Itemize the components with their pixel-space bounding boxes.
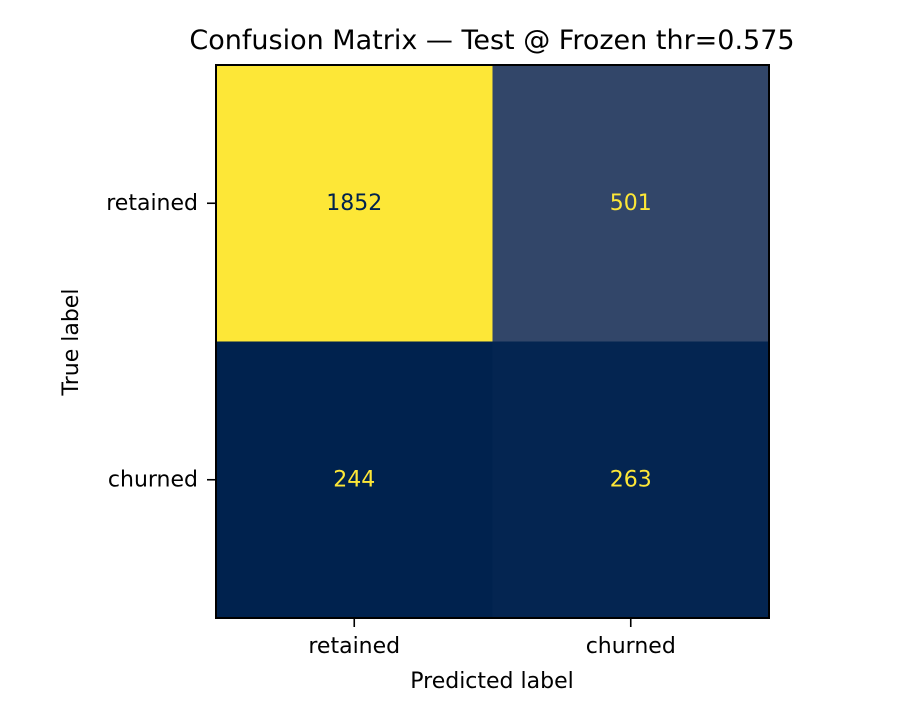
chart-title: Confusion Matrix — Test @ Frozen thr=0.5… <box>189 25 794 56</box>
x-tick-label: churned <box>586 634 676 659</box>
cell-value-retained-retained: 1852 <box>326 191 382 216</box>
y-tick-label: retained <box>106 191 198 216</box>
heatmap-cells <box>216 65 769 618</box>
y-tick-label: churned <box>108 467 198 492</box>
plot-frame <box>215 64 770 619</box>
heatmap-cell-churned-retained <box>216 341 493 618</box>
heatmap-cell-retained-retained <box>216 65 493 342</box>
heatmap-cell-churned-churned <box>492 341 769 618</box>
cell-value-churned-retained: 244 <box>333 467 375 492</box>
x-axis-label: Predicted label <box>410 669 573 694</box>
y-axis-ticks: retained churned <box>106 191 216 492</box>
cell-value-retained-churned: 501 <box>610 191 652 216</box>
y-axis-label: True label <box>59 289 84 397</box>
cell-value-churned-churned: 263 <box>610 467 652 492</box>
x-tick-label: retained <box>308 634 400 659</box>
x-axis-ticks: retained churned <box>308 618 676 659</box>
cell-values: 1852 501 244 263 <box>326 191 652 493</box>
heatmap-cell-retained-churned <box>492 65 769 342</box>
